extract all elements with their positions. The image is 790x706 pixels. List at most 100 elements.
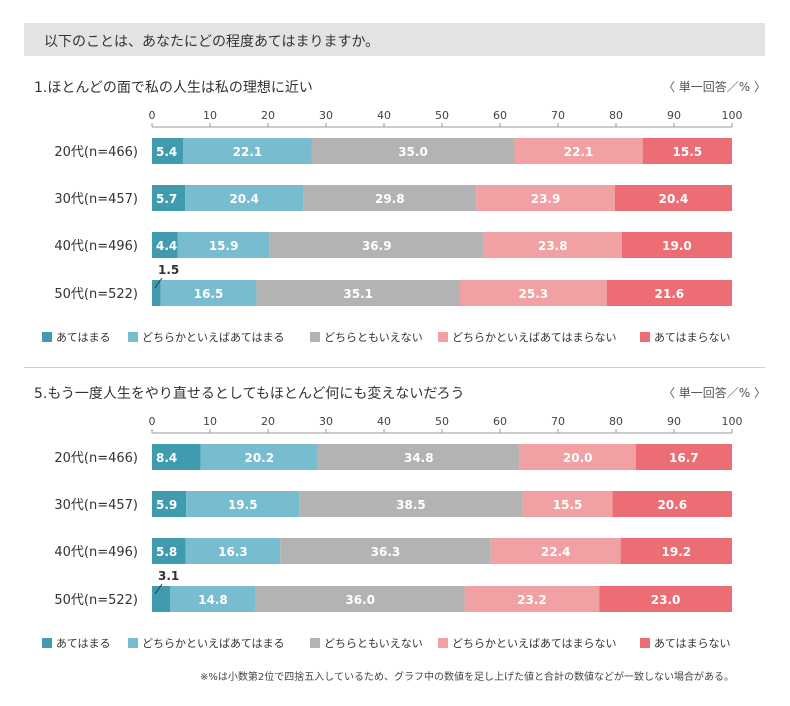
legend-swatch: [640, 638, 650, 648]
data-label: 16.5: [194, 287, 224, 301]
data-label: 19.2: [662, 545, 692, 559]
data-label: 19.5: [228, 498, 258, 512]
data-label: 20.4: [229, 192, 259, 206]
data-label: 23.8: [538, 239, 568, 253]
data-label: 15.5: [673, 145, 703, 159]
legend-swatch: [438, 332, 448, 342]
legend-swatch: [310, 332, 320, 342]
tick-label: 0: [149, 109, 156, 122]
data-label: 22.1: [564, 145, 594, 159]
bar-segment: [152, 280, 161, 306]
data-label: 20.4: [659, 192, 689, 206]
bar-segment: [459, 280, 607, 306]
bar-segment: [606, 280, 732, 306]
category-label: 30代(n=457): [54, 192, 138, 207]
chart-1-unit: 〈 単一回答／% 〉: [662, 80, 766, 94]
tick-label: 50: [435, 109, 449, 122]
category-label: 30代(n=457): [54, 498, 138, 513]
tick-label: 90: [667, 109, 681, 122]
bar-segment: [269, 232, 484, 258]
tick-label: 60: [493, 415, 507, 428]
bar-segment: [152, 491, 187, 517]
data-label: 36.9: [362, 239, 392, 253]
legend-label: あてはまらない: [654, 331, 731, 344]
tick-label: 30: [319, 109, 333, 122]
bar-segment: [185, 185, 304, 211]
chart-1-title: 1.ほとんどの面で私の人生は私の理想に近い: [34, 80, 313, 96]
data-label: 21.6: [655, 287, 685, 301]
data-label: 16.3: [218, 545, 248, 559]
tick-label: 30: [319, 415, 333, 428]
data-label: 36.0: [345, 593, 375, 607]
section-divider: [24, 367, 765, 368]
data-label: 15.9: [209, 239, 239, 253]
bar-segment: [152, 232, 178, 258]
data-label: 1.5: [158, 263, 179, 277]
bar-segment: [490, 538, 621, 564]
legend-label: どちらかといえばあてはまる: [142, 331, 285, 344]
bar-segment: [614, 185, 732, 211]
tick-label: 100: [722, 415, 743, 428]
tick-label: 10: [203, 109, 217, 122]
bar-segment: [483, 232, 622, 258]
bar-segment: [599, 586, 732, 612]
bar-segment: [255, 586, 465, 612]
bar-segment: [514, 138, 643, 164]
data-label: 35.1: [343, 287, 373, 301]
category-label: 50代(n=522): [54, 593, 138, 608]
bar-segment: [476, 185, 615, 211]
legend-label: どちらかといえばあてはまらない: [452, 331, 617, 344]
legend-swatch: [42, 332, 52, 342]
chart-2-title: 5.もう一度人生をやり直せるとしてもほとんど何にも変えないだろう: [34, 386, 465, 402]
data-label: 20.2: [244, 451, 274, 465]
label-leader-line: [154, 277, 163, 289]
tick-label: 0: [149, 415, 156, 428]
bar-segment: [280, 538, 491, 564]
tick-label: 90: [667, 415, 681, 428]
legend-swatch: [640, 332, 650, 342]
tick-label: 70: [551, 109, 565, 122]
footnote: ※%は小数第2位で四捨五入しているため、グラフ中の数値を足し上げた値と合計の数値…: [200, 672, 734, 683]
tick-label: 60: [493, 109, 507, 122]
bar-segment: [152, 444, 201, 470]
data-label: 4.4: [156, 239, 177, 253]
data-label: 35.0: [398, 145, 428, 159]
data-label: 23.9: [531, 192, 561, 206]
data-label: 22.1: [233, 145, 263, 159]
bar-segment: [464, 586, 600, 612]
legend-swatch: [438, 638, 448, 648]
legend-label: あてはまる: [56, 637, 111, 650]
bar-segment: [317, 444, 520, 470]
tick-label: 10: [203, 415, 217, 428]
bar-segment: [186, 491, 300, 517]
data-label: 20.0: [563, 451, 593, 465]
legend-swatch: [128, 332, 138, 342]
data-label: 22.4: [541, 545, 571, 559]
bar-segment: [620, 538, 732, 564]
category-label: 20代(n=466): [54, 451, 138, 466]
data-label: 5.7: [156, 192, 177, 206]
bar-segment: [612, 491, 732, 517]
bar-segment: [152, 586, 170, 612]
data-label: 5.4: [156, 145, 177, 159]
data-label: 29.8: [375, 192, 405, 206]
bar-segment: [303, 185, 477, 211]
tick-label: 80: [609, 109, 623, 122]
bar-segment: [299, 491, 523, 517]
category-label: 50代(n=522): [54, 287, 138, 302]
legend-swatch: [128, 638, 138, 648]
tick-label: 100: [722, 109, 743, 122]
data-label: 15.5: [553, 498, 583, 512]
data-label: 16.7: [669, 451, 699, 465]
data-label: 19.0: [662, 239, 692, 253]
tick-label: 50: [435, 415, 449, 428]
chart-2-unit: 〈 単一回答／% 〉: [662, 386, 766, 400]
data-label: 36.3: [371, 545, 401, 559]
bar-segment: [185, 538, 281, 564]
chart-2: 0 10 20 30 40 50 60 70 80 90 100 20代(n=466) 8.4 20.2 3…: [42, 415, 743, 650]
category-label: 40代(n=496): [54, 545, 138, 560]
legend-swatch: [42, 638, 52, 648]
data-label: 38.5: [396, 498, 426, 512]
bar-segment: [169, 586, 256, 612]
bar-segment: [642, 138, 732, 164]
